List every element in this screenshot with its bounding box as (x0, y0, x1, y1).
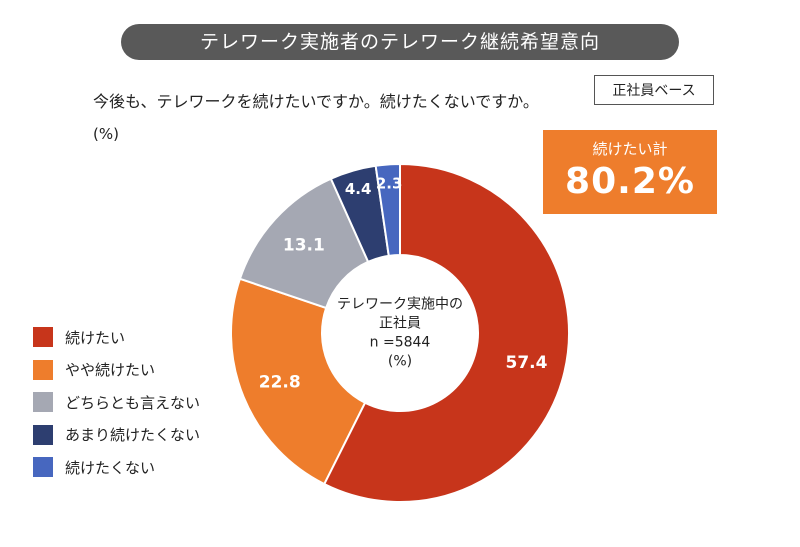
legend-item-3: どちらとも言えない (33, 391, 200, 413)
slice-label-1: 57.4 (506, 353, 548, 373)
legend-swatch-3 (33, 392, 53, 412)
slice-label-5: 2.3 (376, 174, 403, 192)
legend-item-5: 続けたくない (33, 456, 200, 478)
center-line-2: 正社員 (379, 316, 421, 332)
slice-label-2: 22.8 (259, 372, 301, 392)
legend-label-5: 続けたくない (65, 458, 156, 477)
legend-item-1: 続けたい (33, 326, 200, 348)
center-line-1: テレワーク実施中の (337, 297, 463, 313)
chart-title: テレワーク実施者のテレワーク継続希望意向 (121, 24, 679, 60)
legend-item-4: あまり続けたくない (33, 424, 200, 446)
slice-2 (230, 277, 367, 486)
center-line-4: (%) (388, 354, 412, 370)
total-box: 続けたい計 80.2% (543, 130, 717, 214)
base-badge: 正社員ベース (594, 75, 714, 105)
legend-item-2: やや続けたい (33, 359, 200, 381)
legend-label-2: やや続けたい (65, 361, 156, 379)
legend-swatch-4 (33, 424, 53, 445)
slice-label-4: 4.4 (345, 180, 372, 198)
total-value: 80.2% (565, 161, 695, 202)
legend-swatch-5 (33, 457, 53, 477)
slice-5 (374, 162, 401, 257)
legend-label-4: あまり続けたくない (65, 426, 201, 444)
legend-label-3: どちらとも言えない (65, 393, 201, 412)
legend: 続けたいやや続けたいどちらとも言えない あまり続けたくない 続けたくない (33, 326, 200, 489)
donut-slices (230, 162, 570, 503)
unit-label: (%) (93, 125, 119, 143)
total-label: 続けたい計 (592, 140, 668, 158)
legend-label-1: 続けたい (65, 328, 126, 347)
legend-swatch-1 (33, 327, 53, 347)
slice-label-3: 13.1 (283, 236, 325, 256)
slice-1 (322, 162, 570, 503)
donut-slice-labels: 57.4 22.8 13.1 4.4 2.3 (259, 174, 548, 392)
legend-swatch-2 (33, 359, 53, 380)
survey-question: 今後も、テレワークを続けたいですか。続けたくないですか。 (93, 92, 539, 111)
center-line-3: n =5844 (370, 335, 431, 351)
